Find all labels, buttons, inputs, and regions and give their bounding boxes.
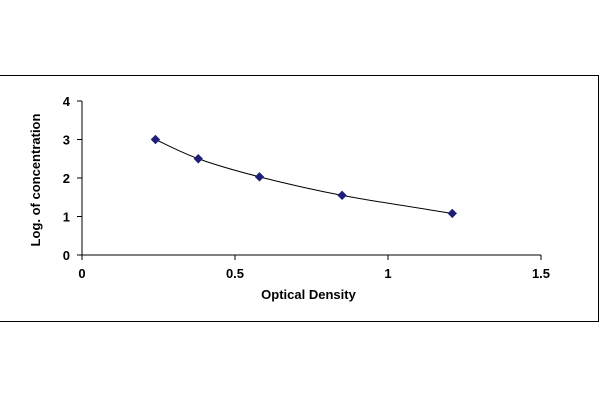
data-points <box>150 134 457 219</box>
x-axis-title: Optical Density <box>261 287 356 302</box>
data-point-1 <box>193 154 203 164</box>
y-tick-label: 2 <box>63 171 70 186</box>
x-tick-label: 1.5 <box>532 266 550 281</box>
ticks <box>77 100 542 260</box>
chart-frame <box>0 75 599 322</box>
y-tick-label: 3 <box>63 133 70 148</box>
x-tick-label: 0.5 <box>226 266 244 281</box>
data-point-3 <box>337 190 347 201</box>
x-tick-label: 1 <box>384 266 391 281</box>
y-axis-title: Log. of concentration <box>28 114 43 247</box>
y-tick-label: 0 <box>63 248 70 263</box>
y-tick-label: 1 <box>63 210 70 225</box>
y-tick-label: 4 <box>63 94 71 109</box>
data-point-4 <box>447 208 457 219</box>
x-tick-label: 0 <box>78 266 85 281</box>
tick-labels: 0 0.5 1 1.5 0 1 2 3 4 <box>63 94 550 281</box>
axes <box>81 101 541 256</box>
data-point-2 <box>254 172 265 182</box>
trendline <box>155 139 453 214</box>
data-point-0 <box>150 134 161 145</box>
